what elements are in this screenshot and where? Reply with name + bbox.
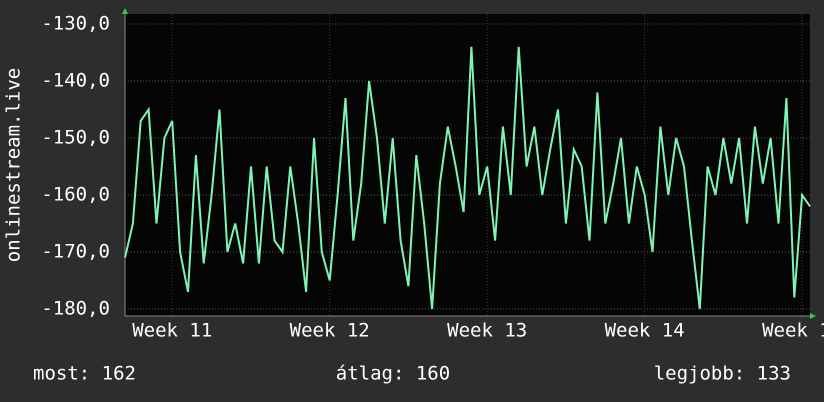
y-tick-label: -180,0 bbox=[41, 298, 110, 320]
x-tick-label: Week 13 bbox=[447, 320, 527, 342]
x-tick-label: Week 14 bbox=[605, 320, 685, 342]
y-tick-label: -140,0 bbox=[41, 70, 110, 92]
y-tick-label: -170,0 bbox=[41, 241, 110, 263]
x-tick-label: Week 12 bbox=[290, 320, 370, 342]
y-tick-label: -130,0 bbox=[41, 13, 110, 35]
y-tick-label: -160,0 bbox=[41, 184, 110, 206]
footer-current: most: 162 bbox=[33, 363, 136, 385]
x-tick-label: Week 15 bbox=[762, 320, 824, 342]
series-line bbox=[124, 46, 811, 310]
y-tick-label: -150,0 bbox=[41, 127, 110, 149]
footer-average: átlag: 160 bbox=[336, 363, 450, 385]
y-axis-label: onlinestream.live bbox=[3, 68, 25, 262]
arrow bbox=[810, 313, 816, 319]
x-tick-label: Week 11 bbox=[132, 320, 212, 342]
footer-best: legjobb: 133 bbox=[654, 363, 791, 385]
arrow bbox=[122, 8, 128, 14]
plot-area bbox=[125, 14, 810, 316]
